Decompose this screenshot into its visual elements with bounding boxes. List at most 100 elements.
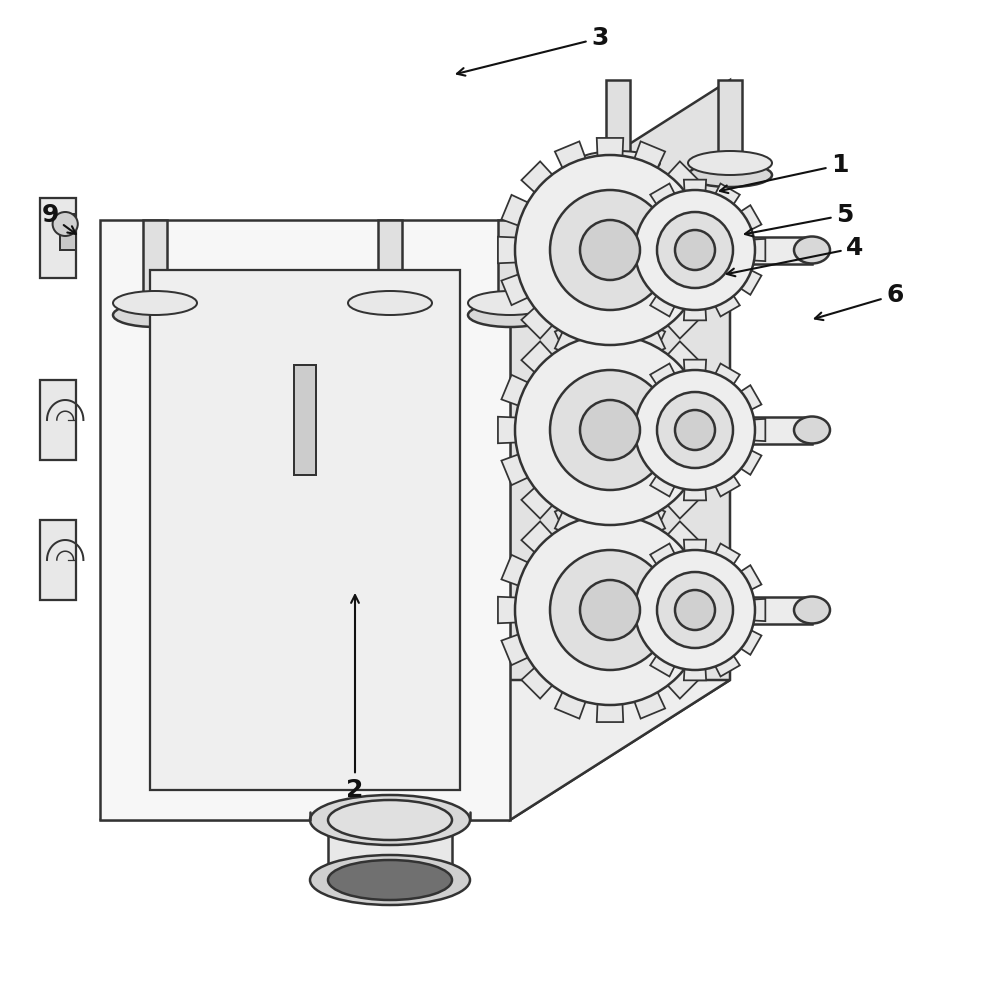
Polygon shape [706, 544, 740, 580]
Ellipse shape [515, 515, 705, 705]
Ellipse shape [794, 237, 830, 263]
Polygon shape [706, 639, 740, 677]
Polygon shape [501, 375, 557, 416]
Polygon shape [663, 623, 719, 665]
Polygon shape [624, 663, 665, 719]
Polygon shape [684, 649, 706, 680]
Polygon shape [724, 386, 761, 418]
Ellipse shape [635, 190, 755, 310]
Polygon shape [673, 596, 722, 623]
Polygon shape [100, 680, 730, 820]
Ellipse shape [328, 860, 452, 900]
Polygon shape [706, 459, 740, 496]
Polygon shape [597, 492, 623, 542]
Polygon shape [597, 498, 623, 548]
Polygon shape [663, 263, 719, 305]
Polygon shape [646, 341, 699, 394]
Polygon shape [684, 180, 706, 211]
Polygon shape [724, 621, 761, 655]
Ellipse shape [550, 370, 670, 490]
Polygon shape [706, 279, 740, 316]
Ellipse shape [657, 212, 733, 288]
Ellipse shape [635, 550, 755, 670]
Polygon shape [606, 80, 630, 175]
Polygon shape [521, 161, 574, 214]
Polygon shape [677, 596, 812, 623]
Polygon shape [521, 286, 574, 339]
Text: 3: 3 [457, 26, 609, 76]
Ellipse shape [113, 291, 197, 315]
Polygon shape [555, 141, 596, 197]
Ellipse shape [576, 151, 660, 175]
Polygon shape [498, 220, 522, 315]
Polygon shape [521, 646, 574, 699]
Polygon shape [143, 220, 167, 315]
Ellipse shape [580, 580, 640, 640]
Ellipse shape [310, 855, 470, 905]
Polygon shape [650, 184, 684, 221]
Polygon shape [555, 663, 596, 719]
Polygon shape [718, 80, 742, 175]
Polygon shape [40, 520, 76, 600]
Ellipse shape [550, 190, 670, 310]
Ellipse shape [348, 303, 432, 327]
Polygon shape [684, 469, 706, 500]
Ellipse shape [657, 392, 733, 468]
Polygon shape [629, 386, 666, 418]
Polygon shape [625, 598, 656, 621]
Polygon shape [625, 418, 656, 441]
Ellipse shape [468, 303, 552, 327]
Polygon shape [378, 220, 402, 315]
Polygon shape [650, 459, 684, 496]
Ellipse shape [550, 550, 670, 670]
Polygon shape [734, 418, 765, 441]
Polygon shape [40, 380, 76, 460]
Polygon shape [624, 303, 665, 359]
Polygon shape [650, 279, 684, 316]
Polygon shape [629, 261, 666, 295]
Ellipse shape [675, 410, 715, 450]
Polygon shape [650, 544, 684, 580]
Polygon shape [597, 673, 623, 722]
Text: 4: 4 [727, 236, 864, 276]
Ellipse shape [794, 596, 830, 623]
Text: 1: 1 [720, 153, 849, 193]
Polygon shape [100, 220, 510, 820]
Ellipse shape [688, 163, 772, 187]
Polygon shape [555, 303, 596, 359]
Polygon shape [734, 598, 765, 621]
Polygon shape [597, 138, 623, 188]
Polygon shape [597, 318, 623, 368]
Text: 2: 2 [346, 595, 364, 802]
Polygon shape [501, 623, 557, 665]
Polygon shape [294, 365, 316, 475]
Polygon shape [706, 364, 740, 401]
Polygon shape [724, 205, 761, 239]
Polygon shape [663, 555, 719, 596]
Polygon shape [624, 141, 665, 197]
Polygon shape [501, 263, 557, 305]
Polygon shape [646, 522, 699, 574]
Ellipse shape [675, 230, 715, 270]
Ellipse shape [675, 590, 715, 630]
Text: 9: 9 [41, 203, 76, 234]
Ellipse shape [576, 163, 660, 187]
Ellipse shape [794, 416, 830, 443]
Polygon shape [677, 237, 812, 263]
Polygon shape [501, 195, 557, 237]
Text: 5: 5 [745, 203, 854, 237]
Polygon shape [555, 483, 596, 539]
Polygon shape [624, 321, 665, 377]
Ellipse shape [310, 795, 470, 845]
Ellipse shape [635, 370, 755, 490]
Polygon shape [624, 483, 665, 539]
Polygon shape [663, 195, 719, 237]
Ellipse shape [688, 151, 772, 175]
Polygon shape [150, 270, 460, 790]
Ellipse shape [53, 212, 78, 236]
Polygon shape [555, 501, 596, 557]
Polygon shape [646, 161, 699, 214]
Polygon shape [646, 466, 699, 519]
Polygon shape [521, 522, 574, 574]
Polygon shape [555, 321, 596, 377]
